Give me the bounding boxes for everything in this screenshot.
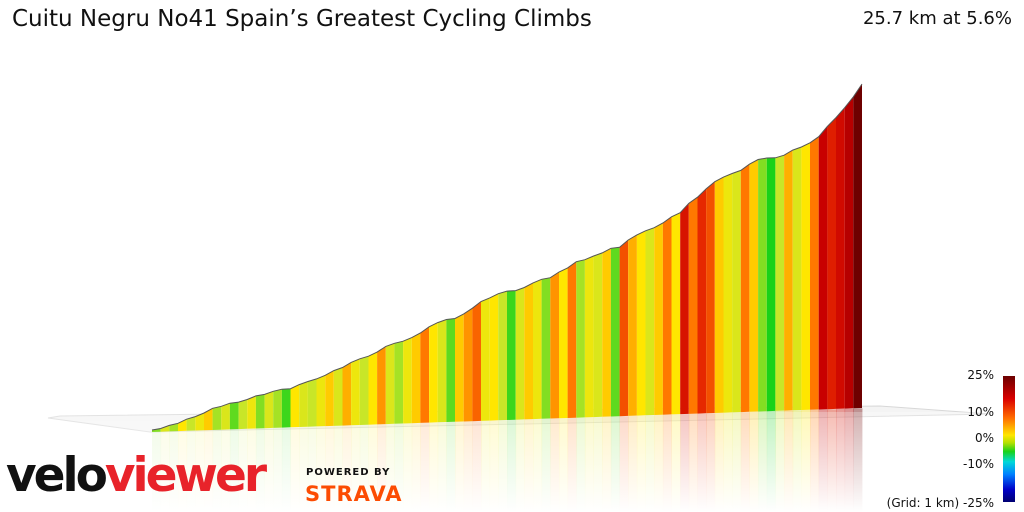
profile-segment (810, 136, 819, 410)
strava-logo: STRAVA (305, 482, 403, 506)
grid-note: (Grid: 1 km) -25% (886, 496, 994, 510)
profile-segment (264, 391, 274, 429)
profile-segment (359, 356, 369, 425)
profile-segment (836, 107, 845, 409)
profile-segment (481, 297, 490, 421)
profile-segment (628, 234, 637, 416)
profile-segment (645, 227, 655, 416)
profile-segment (533, 279, 542, 420)
profile-segment (697, 188, 707, 414)
climb-stats: 25.7 km at 5.6% (862, 8, 1012, 29)
profile-segment (801, 142, 810, 411)
profile-segment (619, 240, 629, 417)
logo-viewer-text: viewer (104, 448, 267, 503)
profile-segment (567, 261, 577, 418)
profile-segment (455, 313, 464, 422)
profile-segment (602, 248, 611, 417)
profile-segments (152, 84, 862, 432)
profile-segment (559, 267, 568, 419)
gradient-legend-bar (1003, 376, 1015, 502)
profile-segment (273, 389, 282, 428)
profile-segment (610, 247, 620, 417)
profile-segment (377, 346, 386, 425)
profile-segment (766, 157, 776, 412)
profile-segment (204, 408, 213, 431)
profile-segment (593, 252, 603, 418)
profile-segment (792, 147, 802, 411)
profile-segment (178, 419, 187, 432)
profile-outline (151, 83, 863, 431)
legend-label-25: 25% (967, 368, 994, 382)
profile-segment (541, 277, 551, 419)
legend-label-10: 10% (967, 405, 994, 419)
profile-segment (550, 272, 559, 419)
profile-segment (229, 402, 239, 430)
profile-segment (403, 337, 412, 424)
profile-segment (186, 416, 196, 431)
profile-segment (394, 341, 404, 424)
profile-segment (706, 181, 715, 414)
profile-segment (498, 291, 507, 421)
profile-segment (437, 319, 447, 423)
profile-segment (290, 384, 300, 428)
profile-segment (662, 216, 672, 415)
profile-segment (221, 403, 230, 430)
profile-segment (255, 394, 265, 429)
profile-segment (680, 203, 689, 415)
profile-segment (342, 362, 352, 426)
profile-segment (281, 388, 291, 428)
profile-segment (446, 318, 455, 422)
profile-segment (385, 343, 395, 425)
profile-segment (749, 159, 759, 412)
profile-segment (515, 287, 525, 420)
profile-segment (524, 282, 533, 420)
profile-segment (507, 290, 516, 420)
profile-segment (584, 256, 594, 418)
legend-label-minus10: -10% (962, 457, 994, 471)
profile-segment (325, 370, 334, 427)
profile-segment (723, 173, 733, 413)
profile-segment (368, 352, 378, 425)
profile-segment (238, 399, 248, 430)
profile-segment (212, 406, 222, 430)
profile-segment (844, 96, 854, 409)
profile-segment (247, 395, 256, 429)
profile-segment (758, 158, 767, 412)
profile-segment (636, 230, 646, 416)
profile-segment (429, 322, 438, 423)
profile-segment (489, 293, 499, 421)
veloviewer-logo: veloviewer (6, 452, 267, 499)
profile-segment (307, 378, 317, 427)
legend-label-0: 0% (974, 431, 994, 445)
profile-segment (411, 333, 421, 424)
profile-segment (654, 223, 663, 415)
profile-segment (160, 425, 170, 432)
profile-segment (472, 301, 481, 422)
page-title: Cuitu Negru No41 Spain’s Greatest Cyclin… (12, 6, 592, 32)
logo-velo-text: velo (6, 448, 108, 503)
profile-segment (420, 326, 430, 423)
profile-segment (740, 164, 750, 413)
profile-segment (195, 413, 204, 431)
profile-segment (818, 126, 828, 410)
profile-segment (463, 308, 473, 422)
profile-segment (775, 155, 785, 411)
profile-segment (853, 84, 862, 409)
profile-segment (714, 177, 724, 413)
profile-segment (316, 375, 326, 427)
profile-segment (688, 197, 698, 414)
profile-segment (351, 358, 360, 426)
profile-segment (299, 381, 308, 427)
profile-segment (333, 367, 343, 426)
profile-segment (784, 150, 793, 411)
profile-segment (671, 212, 681, 415)
powered-by-label: POWERED BY (306, 467, 391, 478)
profile-segment (827, 117, 836, 410)
profile-segment (576, 259, 585, 418)
profile-segment (732, 170, 741, 413)
